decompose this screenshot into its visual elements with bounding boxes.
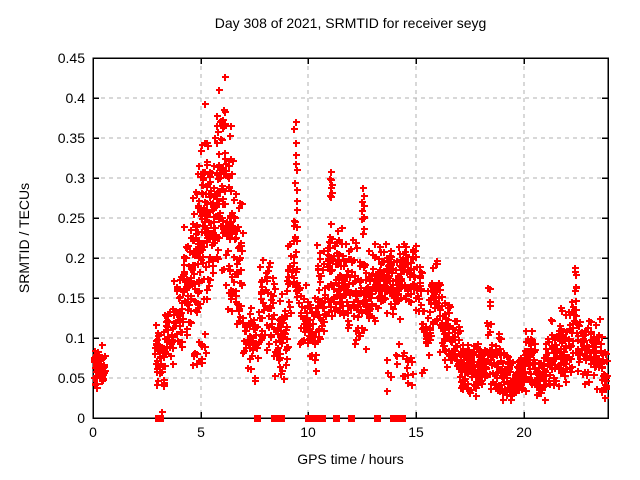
y-tick-label: 0.3 — [65, 170, 85, 186]
x-tick-label: 15 — [408, 424, 424, 440]
zero-marker-square — [374, 415, 381, 422]
zero-markers — [155, 415, 406, 422]
y-tick-label: 0.05 — [57, 370, 85, 386]
chart-title: Day 308 of 2021, SRMTID for receiver sey… — [214, 15, 487, 31]
x-tick-label: 5 — [197, 424, 205, 440]
zero-marker-square — [319, 415, 326, 422]
y-tick-label: 0.4 — [65, 90, 85, 106]
x-tick-label: 10 — [300, 424, 316, 440]
y-tick-label: 0.2 — [65, 250, 85, 266]
zero-marker-square — [348, 415, 355, 422]
zero-marker-square — [399, 415, 406, 422]
scatter-points — [91, 74, 611, 416]
y-tick-label: 0.45 — [57, 50, 85, 66]
zero-marker-square — [308, 415, 315, 422]
y-tick-label: 0.25 — [57, 210, 85, 226]
y-tick-label: 0.15 — [57, 290, 85, 306]
zero-marker-square — [312, 415, 319, 422]
zero-marker-square — [333, 415, 340, 422]
zero-marker-square — [271, 415, 278, 422]
x-tick-label: 0 — [89, 424, 97, 440]
x-axis-title: GPS time / hours — [297, 451, 404, 467]
y-axis-title: SRMTID / TECUs — [16, 182, 32, 294]
zero-marker-square — [254, 415, 261, 422]
zero-marker-square — [278, 415, 285, 422]
y-tick-label: 0.1 — [65, 330, 85, 346]
y-tick-label: 0 — [77, 410, 85, 426]
y-tick-label: 0.35 — [57, 130, 85, 146]
zero-marker-square — [157, 415, 164, 422]
zero-marker-square — [393, 415, 400, 422]
x-tick-label: 20 — [516, 424, 532, 440]
